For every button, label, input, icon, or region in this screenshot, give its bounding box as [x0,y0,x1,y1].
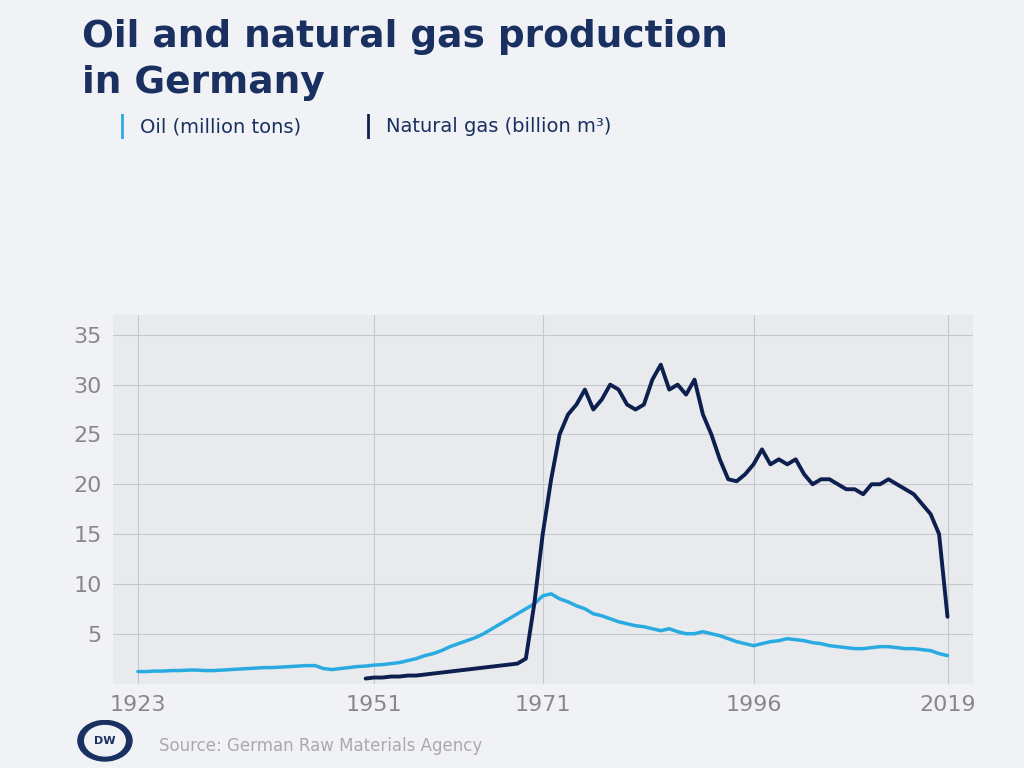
Text: Natural gas (billion m³): Natural gas (billion m³) [386,118,611,136]
Circle shape [78,720,132,761]
Text: DW: DW [94,736,116,746]
Text: |: | [364,114,373,139]
Text: Oil and natural gas production: Oil and natural gas production [82,19,728,55]
Text: Source: German Raw Materials Agency: Source: German Raw Materials Agency [159,737,482,756]
Text: Oil (million tons): Oil (million tons) [140,118,301,136]
Text: |: | [118,114,127,139]
Circle shape [85,726,125,756]
Text: in Germany: in Germany [82,65,325,101]
